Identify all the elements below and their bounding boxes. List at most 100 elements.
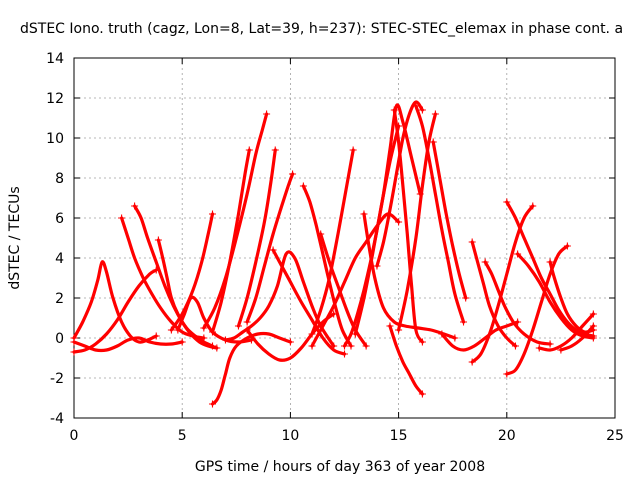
- y-tick-label: 2: [55, 291, 64, 307]
- series-track-38: [559, 324, 595, 352]
- series-markers-33: [503, 242, 571, 378]
- plus-marker: [167, 326, 175, 334]
- plus-marker: [511, 342, 519, 350]
- plus-marker: [208, 342, 216, 350]
- axis-ticks: 0 5 10 15 20 25 -4 -2 0 2 4 6 8 10 12 14: [46, 51, 624, 444]
- plus-marker: [351, 330, 359, 338]
- series-track-27: [414, 104, 466, 324]
- series-markers-24: [390, 106, 426, 346]
- plus-marker: [245, 146, 253, 154]
- series-track-12: [245, 172, 295, 324]
- series-track-6: [169, 212, 215, 332]
- series-markers-25: [395, 110, 439, 334]
- series-markers-6: [167, 210, 216, 334]
- plus-marker: [243, 318, 251, 326]
- series-markers-21: [360, 210, 459, 342]
- plus-marker: [70, 348, 78, 356]
- plus-marker: [395, 326, 403, 334]
- series-markers-29: [438, 318, 522, 338]
- plus-marker: [152, 332, 160, 340]
- series-track-13: [223, 250, 336, 348]
- plus-marker: [131, 202, 139, 210]
- y-tick-label: 0: [55, 331, 64, 347]
- plus-marker: [213, 344, 221, 352]
- y-tick-label: 14: [46, 51, 64, 67]
- plus-marker: [308, 330, 316, 338]
- plus-marker: [243, 326, 251, 334]
- plus-marker: [208, 400, 216, 408]
- series-track-25: [397, 112, 437, 332]
- series-track-23: [353, 124, 401, 336]
- series-track-2: [72, 336, 184, 353]
- plus-marker: [386, 322, 394, 330]
- plus-marker: [341, 342, 348, 350]
- plus-marker: [503, 370, 511, 378]
- plus-marker: [390, 106, 398, 114]
- series-track-5: [156, 238, 215, 348]
- series-markers-22: [373, 106, 426, 270]
- plus-marker: [468, 238, 476, 246]
- series-markers-28: [429, 138, 470, 302]
- y-tick-label: 4: [55, 251, 64, 267]
- plus-marker: [70, 338, 78, 346]
- plus-marker: [286, 338, 294, 346]
- plus-marker: [462, 294, 470, 302]
- series-markers-31: [481, 258, 554, 348]
- plus-marker: [529, 202, 537, 210]
- series-track-37: [537, 312, 595, 352]
- x-axis-label: GPS time / hours of day 363 of year 2008: [195, 459, 485, 475]
- series-markers-14: [243, 310, 338, 334]
- plus-marker: [589, 322, 597, 330]
- plus-marker: [546, 340, 554, 348]
- series-markers-32: [468, 202, 537, 366]
- series-track-0: [72, 260, 158, 344]
- series-track-30: [470, 240, 518, 348]
- series-track-17: [310, 148, 355, 336]
- plus-marker: [263, 110, 271, 118]
- plus-marker: [178, 338, 186, 346]
- plus-marker: [362, 342, 370, 350]
- y-tick-label: 8: [55, 171, 64, 187]
- series-markers-12: [243, 170, 297, 326]
- plus-marker: [431, 110, 439, 118]
- series-markers-26: [386, 322, 426, 398]
- series-track-14: [245, 312, 336, 362]
- plus-marker: [208, 210, 216, 218]
- plus-marker: [289, 170, 297, 178]
- plus-marker: [514, 250, 522, 258]
- series-track-16: [301, 184, 353, 348]
- x-tick-label: 25: [606, 428, 624, 444]
- x-tick-label: 10: [281, 428, 299, 444]
- plus-marker: [221, 336, 229, 344]
- series-markers-30: [468, 238, 519, 350]
- plus-marker: [503, 198, 511, 206]
- plus-marker: [269, 246, 277, 254]
- plus-marker: [563, 242, 571, 250]
- plus-marker: [118, 214, 126, 222]
- plus-marker: [468, 358, 476, 366]
- series-markers-17: [308, 146, 357, 338]
- series-track-8: [210, 331, 292, 406]
- x-tick-label: 0: [70, 428, 79, 444]
- plus-marker: [589, 310, 597, 318]
- series-markers-10: [208, 146, 253, 336]
- series-markers-11: [234, 146, 279, 330]
- plus-marker: [546, 258, 554, 266]
- plus-marker: [589, 334, 597, 342]
- plus-marker: [299, 182, 307, 190]
- y-tick-label: 10: [46, 131, 64, 147]
- plus-marker: [535, 344, 543, 352]
- series-track-34: [505, 200, 595, 338]
- series-track-28: [431, 140, 468, 300]
- series-markers-5: [154, 236, 216, 350]
- y-axis-label: dSTEC / TECUs: [7, 186, 23, 289]
- series-markers-2: [70, 338, 186, 346]
- series-track-33: [505, 244, 569, 376]
- grid-lines: [74, 58, 615, 418]
- plus-marker: [418, 338, 426, 346]
- plus-marker: [347, 342, 355, 350]
- series-track-9: [202, 112, 269, 330]
- series-markers-4: [131, 202, 221, 352]
- series-track-24: [392, 108, 424, 344]
